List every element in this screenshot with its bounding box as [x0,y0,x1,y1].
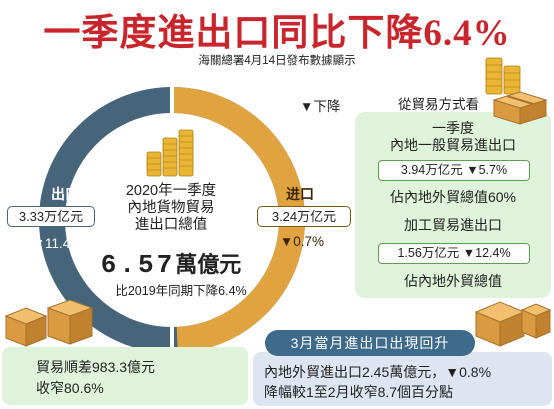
total-value-unit: 萬億元 [175,252,242,277]
total-line-2: 內地貨物貿易 [127,200,215,216]
trade-balance-line-1: 貿易順差983.3億元 [36,359,156,375]
trade-balance-line-2: 收窄80.6% [36,380,104,396]
total-value-number: 6.57 [100,250,176,280]
march-title: 3月當月進出口出現回升 [265,330,475,356]
coin-stack-icon [146,129,194,177]
total-line-3: 進出口總值 [134,217,208,233]
cargo-boxes-icon [4,299,94,347]
trade-balance-panel [2,347,248,405]
march-line-2: 降幅較1至2月收窄8.7個百分點 [264,384,454,400]
general-trade-title: 一季度 內地一般貿易進出口 [363,120,543,154]
march-text: 內地外貿進出口2.45萬億元，▼0.8% 降幅較1至2月收窄8.7個百分點 [264,362,491,402]
coin-stack-icon [485,57,521,95]
general-trade-line-2: 內地一般貿易進出口 [390,137,516,153]
processing-trade-title: 加工貿易進出口 [404,217,502,233]
general-trade-value: 3.94万亿元 ▼5.7% [378,160,530,181]
general-trade-line-1: 一季度 [432,120,474,136]
total-line-1: 2020年一季度 [125,183,217,199]
by-method-label: 從貿易方式看 [398,97,479,112]
total-comparison: 比2019年同期下降6.4% [115,284,247,298]
processing-trade-value: 1.56万亿元 ▼12.4% [378,243,530,264]
exports-change: ▼11.4% [31,236,83,251]
imports-value: 3.24万亿元 [257,206,351,227]
trade-method-panel [355,112,551,298]
imports-change: ▼0.7% [279,234,325,249]
decline-legend: ▼下降 [300,99,341,114]
total-value: 6.57萬億元 [86,247,256,280]
exports-label: 出口 [51,186,79,202]
march-line-1: 內地外貿進出口2.45萬億元，▼0.8% [264,364,492,380]
imports-label: 进口 [286,186,314,202]
cargo-box-icon [492,91,548,125]
headline: 一季度進出口同比下降6.4% [43,13,511,54]
general-trade-share: 佔內地外貿總值60% [389,189,517,205]
source-note: 海關總署4月14日發布數據顯示 [198,55,356,67]
cargo-boxes-icon [474,301,552,347]
march-panel [253,352,552,406]
total-description: 2020年一季度 內地貨物貿易 進出口總值 [86,183,256,234]
exports-value: 3.33万亿元 [7,206,95,227]
trade-balance-text: 貿易順差983.3億元 收窄80.6% [36,357,155,399]
processing-trade-share: 佔內地外貿總值 [404,273,502,289]
